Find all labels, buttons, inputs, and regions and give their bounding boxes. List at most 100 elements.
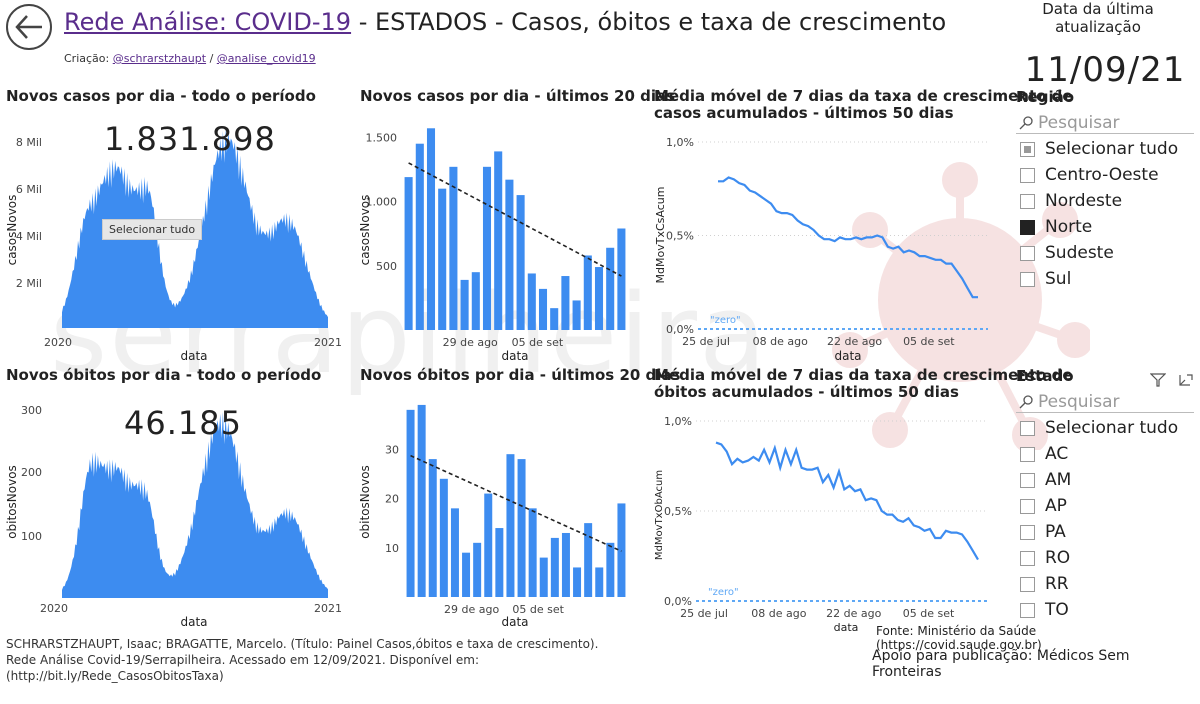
credit-prefix: Criação: (64, 52, 113, 65)
deaths-growth-chart: 0,0% 0,5% 1,0% "zero" 25 de jul 08 de ago 22 d… (654, 415, 988, 634)
deaths-20-chart: 10 20 30 29 de ago 05 de set data obitosNovo… (358, 404, 626, 628)
deaths-total-xtick: 2021 (314, 602, 342, 615)
checkbox-icon[interactable] (1020, 420, 1035, 436)
credit-link-network[interactable]: @analise_covid19 (216, 52, 316, 65)
cases-total-xtick: 2020 (44, 336, 72, 349)
checkbox-icon[interactable] (1020, 271, 1035, 287)
regiao-item[interactable]: Selecionar tudo (1016, 136, 1194, 162)
deaths-growth-plot: 0,0% 0,5% 1,0% "zero" 25 de jul 08 de ago 22 d… (664, 415, 988, 620)
regiao-item-label: Centro-Oeste (1045, 165, 1159, 185)
filter-icon[interactable] (1150, 373, 1166, 387)
estado-slicer: Pesquisar Selecionar tudo AC AM AP PA RO RR TO (1016, 392, 1194, 623)
cases-growth-ytick: 0,5% (666, 230, 694, 243)
regiao-item[interactable]: Norte (1016, 214, 1194, 240)
cases-20-bar (404, 177, 413, 330)
credit-separator: / (206, 52, 217, 65)
estado-item[interactable]: PA (1016, 519, 1194, 545)
checkbox-icon[interactable] (1020, 550, 1035, 566)
deaths-20-bar (606, 542, 615, 597)
estado-item[interactable]: RO (1016, 545, 1194, 571)
deaths-20-bar (617, 503, 626, 597)
deaths-20-bar (450, 508, 459, 597)
checkbox-icon[interactable] (1020, 524, 1035, 540)
estado-item[interactable]: AM (1016, 467, 1194, 493)
regiao-item[interactable]: Sudeste (1016, 240, 1194, 266)
deaths-total-chart: 300 200 100 2020 2021 data obitosNovos (5, 404, 342, 628)
estado-search-input[interactable]: Pesquisar (1016, 392, 1194, 413)
deaths-20-bar (484, 493, 493, 597)
estado-item-label: Selecionar tudo (1045, 418, 1179, 438)
regiao-item[interactable]: Sul (1016, 266, 1194, 292)
checkbox-icon[interactable] (1020, 472, 1035, 488)
estado-item[interactable]: Selecionar tudo (1016, 415, 1194, 441)
estado-item[interactable]: AP (1016, 493, 1194, 519)
cases-20-xlabel: data (501, 349, 528, 363)
deaths-total-title: Novos óbitos por dia - todo o período (6, 366, 322, 384)
estado-item[interactable]: RR (1016, 571, 1194, 597)
cases-growth-xtick: 25 de jul (682, 335, 730, 348)
cases-total-xtick: 2021 (314, 336, 342, 349)
checkbox-icon[interactable] (1020, 193, 1035, 209)
cases-20-bar (438, 188, 447, 330)
cases-20-bar (415, 143, 424, 330)
deaths-total-ylabel: obitosNovos (5, 465, 19, 539)
checkbox-icon[interactable] (1020, 219, 1035, 235)
focus-mode-icon[interactable] (1178, 373, 1194, 387)
cases-20-bar (471, 272, 480, 330)
cases-20-bar (516, 195, 525, 330)
deaths-20-xtick: 29 de ago (444, 603, 499, 616)
estado-item[interactable]: AC (1016, 441, 1194, 467)
back-button[interactable] (6, 4, 52, 50)
cases-20-bar (538, 288, 548, 330)
deaths-20-ytick: 30 (385, 443, 399, 456)
cases-growth-series-line (718, 176, 978, 299)
deaths-total-ytick: 200 (21, 466, 42, 479)
deaths-total-xlabel: data (180, 615, 207, 628)
cases-20-xtick: 29 de ago (443, 336, 498, 349)
cases-total-ytick: 8 Mil (16, 136, 42, 149)
regiao-item[interactable]: Centro-Oeste (1016, 162, 1194, 188)
cases-total-xlabel: data (180, 349, 207, 363)
cases-20-bar (550, 308, 559, 330)
cases-growth-ytick: 1,0% (666, 136, 694, 149)
checkbox-icon[interactable] (1020, 576, 1035, 592)
checkbox-icon[interactable] (1020, 167, 1035, 183)
deaths-total-number: 46.185 (124, 404, 242, 442)
checkbox-icon[interactable] (1020, 602, 1035, 618)
deaths-20-bar (495, 528, 504, 597)
deaths-growth-ytick: 0,0% (664, 595, 692, 608)
regiao-item-label: Sudeste (1045, 243, 1114, 263)
checkbox-icon[interactable] (1020, 245, 1035, 261)
deaths-20-bar (439, 478, 448, 597)
cases-20-ytick: 1.000 (366, 196, 398, 209)
estado-item-label: PA (1045, 522, 1066, 542)
cases-growth-xtick: 22 de ago (827, 335, 882, 348)
regiao-slicer: Pesquisar Selecionar tudo Centro-Oeste Nor… (1016, 113, 1194, 292)
checkbox-icon[interactable] (1020, 141, 1035, 157)
estado-item-label: AP (1045, 496, 1067, 516)
cases-total-ylabel: casosNovos (5, 195, 19, 266)
cases-total-ytick: 6 Mil (16, 183, 42, 196)
regiao-search-input[interactable]: Pesquisar (1016, 113, 1194, 134)
checkbox-icon[interactable] (1020, 498, 1035, 514)
cases-20-trendline (408, 162, 622, 277)
deaths-growth-ytick: 0,5% (664, 505, 692, 518)
cases-20-ytick: 1.500 (366, 131, 398, 144)
deaths-growth-xtick: 25 de jul (680, 607, 728, 620)
cases-20-bar (617, 228, 626, 330)
credit-link-author[interactable]: @schrarstzhaupt (112, 52, 207, 65)
deaths-20-bar (428, 459, 437, 597)
title-link[interactable]: Rede Análise: COVID-19 (64, 8, 352, 36)
cases-growth-title-1: Média móvel de 7 dias da taxa de crescim… (654, 87, 1073, 105)
regiao-item[interactable]: Nordeste (1016, 188, 1194, 214)
checkbox-icon[interactable] (1020, 446, 1035, 462)
deaths-20-bar (417, 404, 426, 597)
deaths-20-title: Novos óbitos por dia - últimos 20 dias (360, 366, 681, 384)
cases-20-ylabel: casosNovos (358, 195, 372, 266)
estado-item-label: TO (1045, 600, 1069, 620)
estado-item[interactable]: TO (1016, 597, 1194, 623)
title-text: - ESTADOS - Casos, óbitos e taxa de cres… (351, 8, 947, 36)
cases-20-bar (561, 276, 570, 330)
cases-growth-ylabel: MdMovTxCsAcum (654, 187, 667, 284)
deaths-20-bar (473, 542, 482, 597)
